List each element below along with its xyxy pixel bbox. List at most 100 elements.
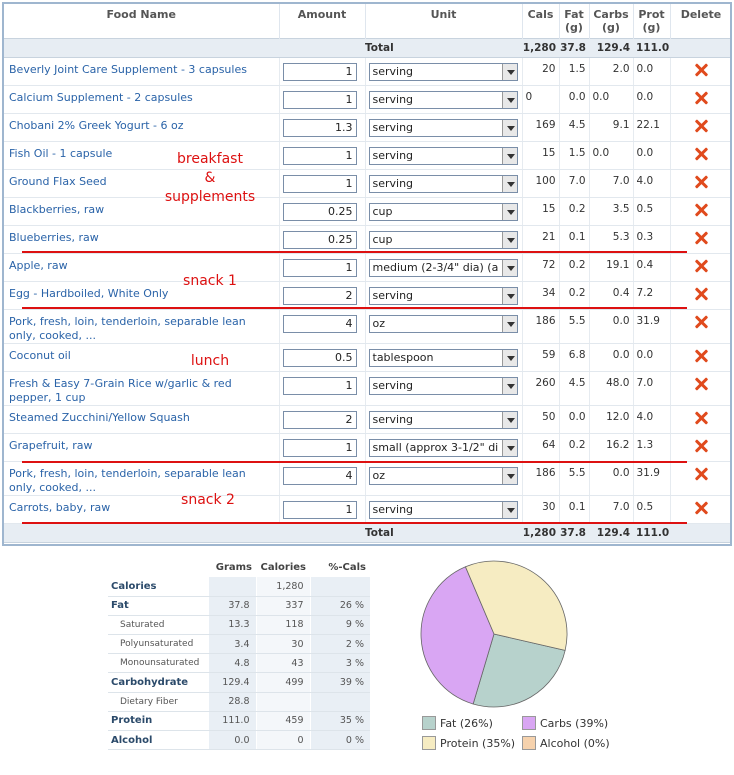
delete-x-icon[interactable]	[694, 315, 708, 329]
amount-input[interactable]: 1	[282, 62, 357, 81]
amount-input[interactable]: 1	[282, 376, 357, 395]
amount-input[interactable]: 4	[282, 466, 357, 485]
chevron-down-icon[interactable]	[501, 439, 517, 456]
cals-value: 169	[522, 113, 560, 142]
delete-x-icon[interactable]	[694, 147, 708, 161]
amount-input[interactable]: 1	[282, 174, 357, 193]
amount-input[interactable]: 0.5	[282, 348, 357, 367]
amount-input[interactable]: 1	[282, 438, 357, 457]
delete-x-icon[interactable]	[694, 231, 708, 245]
food-name-link[interactable]: Apple, raw	[4, 253, 280, 282]
unit-select[interactable]: medium (2-3/4" dia) (a	[368, 258, 518, 277]
delete-x-icon[interactable]	[694, 175, 708, 189]
amount-input[interactable]: 1	[282, 500, 357, 519]
food-name-link[interactable]: Egg - Hardboiled, White Only	[4, 281, 280, 310]
delete-x-icon[interactable]	[694, 349, 708, 363]
nutrition-row: Protein 111.0 459 35 %	[108, 711, 370, 732]
fat-value: 0.0	[559, 85, 590, 114]
chevron-down-icon[interactable]	[501, 349, 517, 366]
amount-input[interactable]: 0.25	[282, 202, 357, 221]
unit-select[interactable]: oz	[368, 466, 518, 485]
chevron-down-icon[interactable]	[501, 203, 517, 220]
fat-value: 4.5	[559, 371, 590, 406]
delete-x-icon[interactable]	[694, 439, 708, 453]
delete-x-icon[interactable]	[694, 377, 708, 391]
food-name-link[interactable]: Chobani 2% Greek Yogurt - 6 oz	[4, 113, 280, 142]
chevron-down-icon[interactable]	[501, 287, 517, 304]
amount-cell: 0.25	[279, 197, 366, 226]
food-name-link[interactable]: Fish Oil - 1 capsule	[4, 141, 280, 170]
unit-select[interactable]: serving	[368, 174, 518, 193]
legend-swatch	[422, 716, 436, 730]
food-name-link[interactable]: Steamed Zucchini/Yellow Squash	[4, 405, 280, 434]
delete-x-icon[interactable]	[694, 259, 708, 273]
unit-select[interactable]: serving	[368, 146, 518, 165]
unit-select[interactable]: serving	[368, 90, 518, 109]
delete-cell	[670, 85, 730, 114]
delete-x-icon[interactable]	[694, 119, 708, 133]
food-name-link[interactable]: Pork, fresh, loin, tenderloin, separable…	[4, 461, 280, 496]
amount-input[interactable]: 1.3	[282, 118, 357, 137]
delete-cell	[670, 197, 730, 226]
amount-cell: 2	[279, 405, 366, 434]
food-name-link[interactable]: Fresh & Easy 7-Grain Rice w/garlic & red…	[4, 371, 280, 406]
food-name-link[interactable]: Beverly Joint Care Supplement - 3 capsul…	[4, 57, 280, 86]
chevron-down-icon[interactable]	[501, 175, 517, 192]
amount-input[interactable]: 0.25	[282, 230, 357, 249]
unit-select[interactable]: serving	[368, 500, 518, 519]
food-name-link[interactable]: Pork, fresh, loin, tenderloin, separable…	[4, 309, 280, 344]
pie-slice-protein	[464, 560, 568, 651]
amount-input[interactable]: 1	[282, 258, 357, 277]
unit-select[interactable]: serving	[368, 376, 518, 395]
unit-cell: medium (2-3/4" dia) (a	[365, 253, 523, 282]
chevron-down-icon[interactable]	[501, 501, 517, 518]
delete-x-icon[interactable]	[694, 91, 708, 105]
delete-x-icon[interactable]	[694, 411, 708, 425]
food-name-link[interactable]: Calcium Supplement - 2 capsules	[4, 85, 280, 114]
unit-select[interactable]: small (approx 3-1/2" di	[368, 438, 518, 457]
chevron-down-icon[interactable]	[501, 231, 517, 248]
chevron-down-icon[interactable]	[501, 119, 517, 136]
chevron-down-icon[interactable]	[501, 377, 517, 394]
nutrient-grams: 37.8	[207, 596, 256, 616]
unit-value: medium (2-3/4" dia) (a	[372, 260, 499, 274]
legend-item-carbs: Carbs (39%)	[522, 716, 608, 732]
chevron-down-icon[interactable]	[501, 91, 517, 108]
amount-cell: 4	[279, 309, 366, 344]
chevron-down-icon[interactable]	[501, 63, 517, 80]
delete-x-icon[interactable]	[694, 203, 708, 217]
amount-input[interactable]: 2	[282, 410, 357, 429]
food-name-link[interactable]: Ground Flax Seed	[4, 169, 280, 198]
unit-select[interactable]: tablespoon	[368, 348, 518, 367]
unit-cell: serving	[365, 141, 523, 170]
amount-input[interactable]: 1	[282, 146, 357, 165]
food-name-link[interactable]: Blackberries, raw	[4, 197, 280, 226]
delete-x-icon[interactable]	[694, 63, 708, 77]
chevron-down-icon[interactable]	[501, 467, 517, 484]
unit-select[interactable]: cup	[368, 202, 518, 221]
unit-select[interactable]: cup	[368, 230, 518, 249]
unit-select[interactable]: serving	[368, 410, 518, 429]
cals-value: 59	[522, 343, 560, 372]
chevron-down-icon[interactable]	[501, 411, 517, 428]
food-log-panel: Food Name Amount Unit Cals Fat (g) Carbs…	[2, 2, 732, 546]
legend-item-fat: Fat (26%)	[422, 716, 493, 732]
chevron-down-icon[interactable]	[501, 147, 517, 164]
amount-input[interactable]: 1	[282, 90, 357, 109]
unit-cell: serving	[365, 495, 523, 524]
delete-x-icon[interactable]	[694, 501, 708, 515]
food-name-link[interactable]: Coconut oil	[4, 343, 280, 372]
separator-line	[22, 251, 687, 253]
delete-x-icon[interactable]	[694, 287, 708, 301]
unit-select[interactable]: serving	[368, 286, 518, 305]
chevron-down-icon[interactable]	[501, 259, 517, 276]
amount-input[interactable]: 4	[282, 314, 357, 333]
unit-select[interactable]: serving	[368, 62, 518, 81]
food-name-link[interactable]: Grapefruit, raw	[4, 433, 280, 462]
unit-select[interactable]: serving	[368, 118, 518, 137]
chevron-down-icon[interactable]	[501, 315, 517, 332]
amount-input[interactable]: 2	[282, 286, 357, 305]
food-name-link[interactable]: Blueberries, raw	[4, 225, 280, 254]
delete-x-icon[interactable]	[694, 467, 708, 481]
unit-select[interactable]: oz	[368, 314, 518, 333]
